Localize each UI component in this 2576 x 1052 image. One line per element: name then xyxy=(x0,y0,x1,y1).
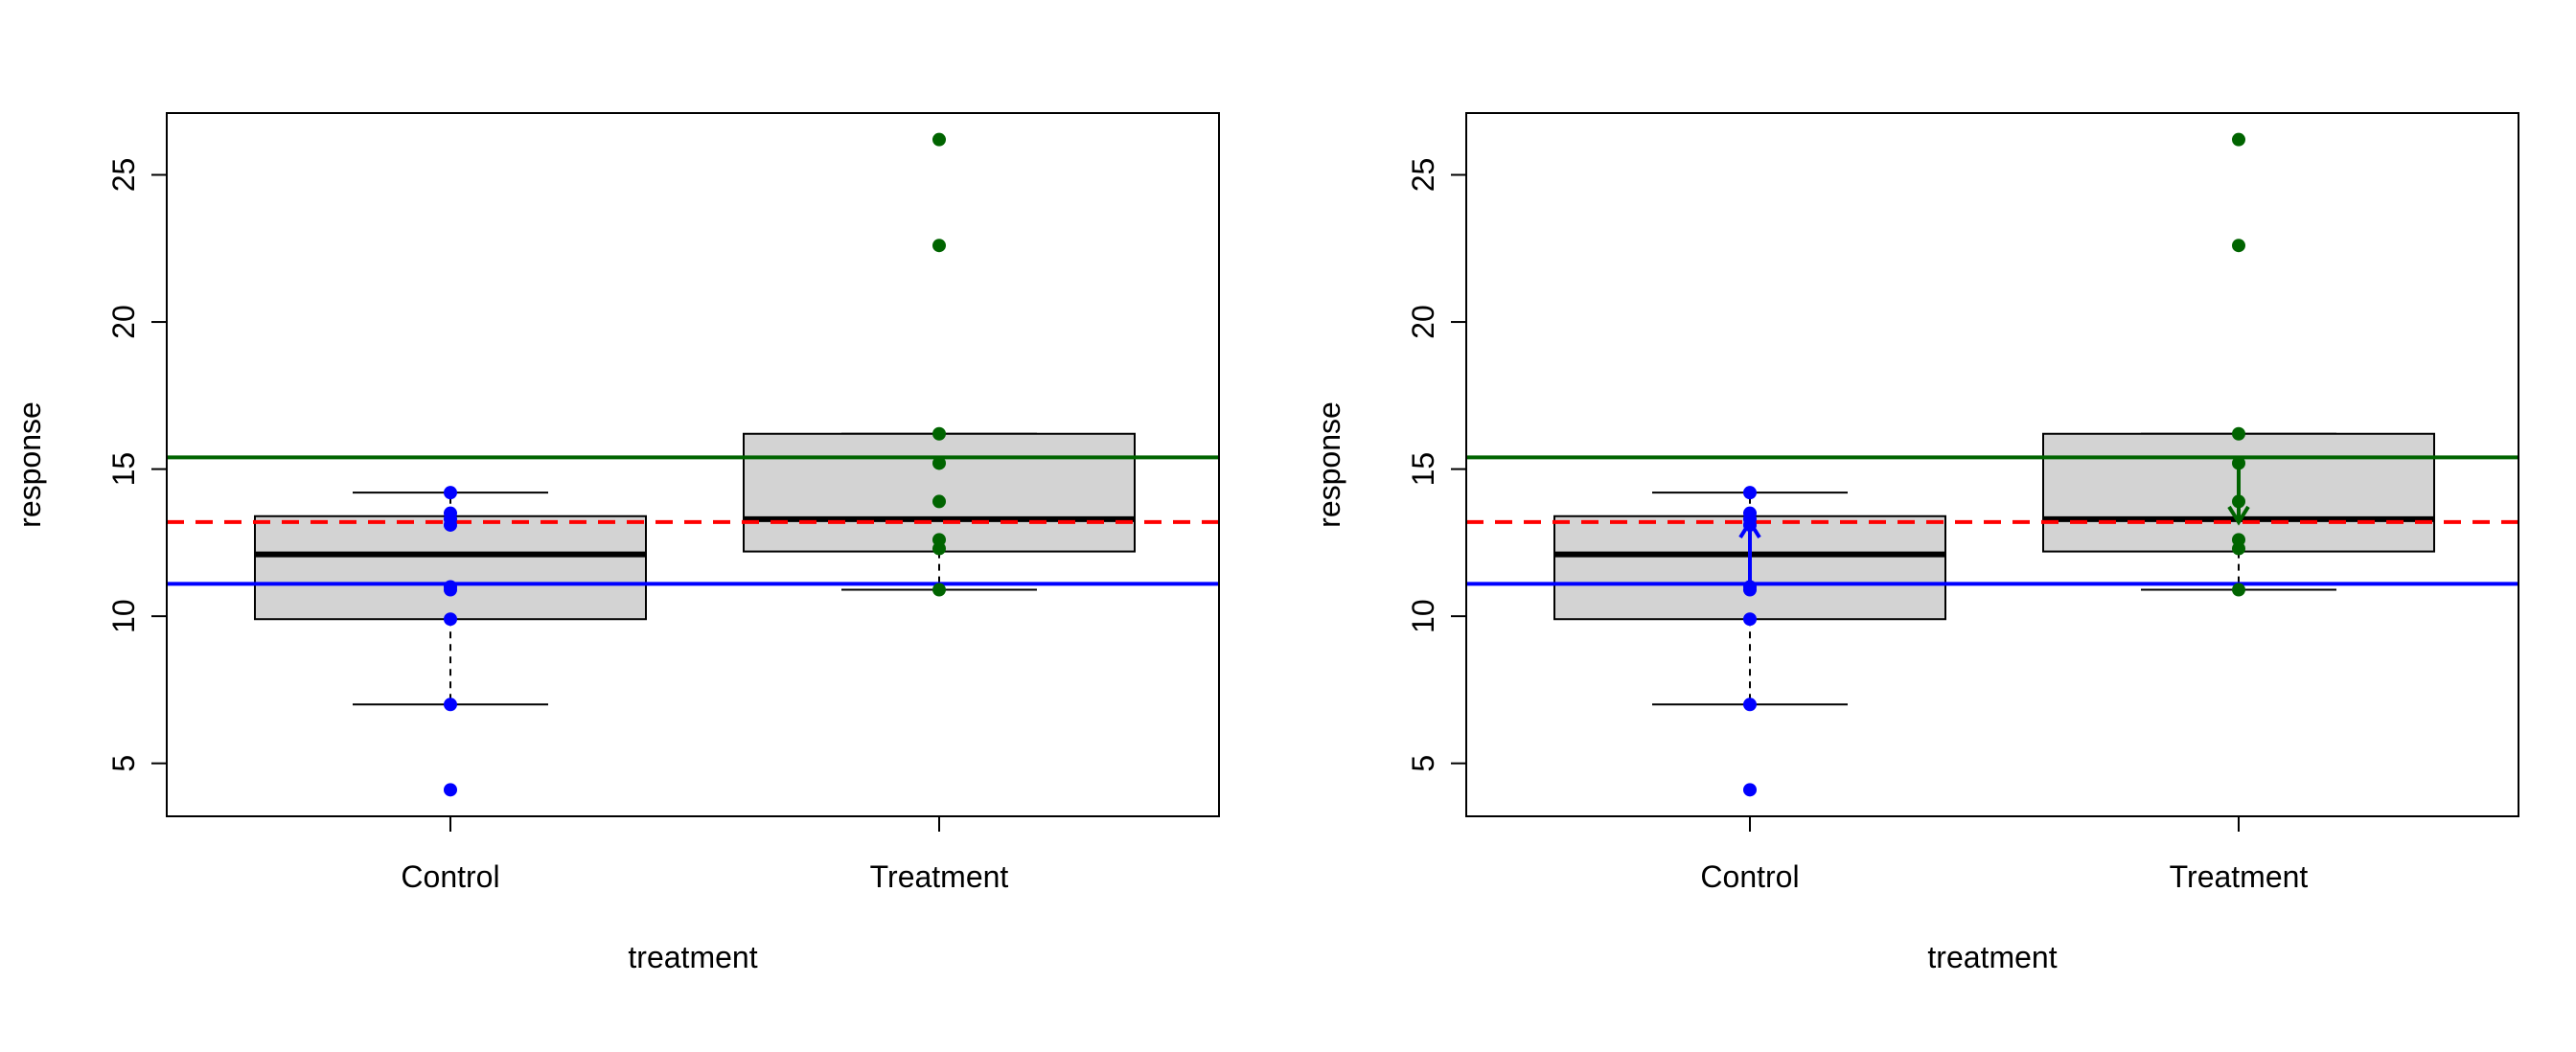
y-tick-label: 15 xyxy=(1406,452,1440,487)
point-treatment xyxy=(2232,426,2245,441)
y-tick-label: 10 xyxy=(1406,599,1440,633)
point-treatment xyxy=(2232,583,2245,597)
y-axis-title: response xyxy=(1312,401,1346,528)
x-axis-title: treatment xyxy=(1927,940,2057,974)
y-axis-title: response xyxy=(12,401,47,528)
point-treatment xyxy=(2232,533,2245,547)
point-control xyxy=(1743,486,1757,500)
x-tick-label-control: Control xyxy=(401,859,499,894)
point-control xyxy=(1743,698,1757,712)
point-treatment xyxy=(932,132,946,147)
y-tick-label: 25 xyxy=(1406,158,1440,193)
y-tick-label: 25 xyxy=(106,158,141,193)
point-control xyxy=(444,486,457,500)
point-control xyxy=(1743,612,1757,627)
box-treatment xyxy=(743,432,1136,553)
point-control xyxy=(444,580,457,594)
point-control xyxy=(444,506,457,520)
point-treatment xyxy=(932,456,946,470)
point-control xyxy=(444,612,457,627)
y-tick-label: 20 xyxy=(106,305,141,339)
point-treatment xyxy=(2232,132,2245,147)
boxplot-panel-right: 5 10 15 20 25 Control Treatment treatment respon… xyxy=(1312,112,2519,974)
point-treatment xyxy=(2232,239,2245,253)
point-treatment xyxy=(932,426,946,441)
x-axis-title: treatment xyxy=(628,940,757,974)
y-tick-label: 20 xyxy=(1406,305,1440,339)
point-control xyxy=(1743,783,1757,797)
point-control xyxy=(1743,580,1757,594)
x-tick-label-control: Control xyxy=(1700,859,1799,894)
y-tick-label: 15 xyxy=(106,452,141,487)
plot-frame xyxy=(166,112,1220,817)
y-tick-label: 10 xyxy=(106,599,141,633)
point-control xyxy=(444,783,457,797)
plot-frame xyxy=(1465,112,2519,817)
boxplot-panel-left: 5 10 15 20 25 Control Treatment treatment respon… xyxy=(12,112,1220,974)
point-treatment xyxy=(932,239,946,253)
box-control xyxy=(254,515,647,621)
point-treatment xyxy=(932,494,946,509)
x-tick-label-treatment: Treatment xyxy=(870,859,1009,894)
point-treatment xyxy=(932,583,946,597)
arrow-head-treatment xyxy=(2227,505,2250,526)
arrow-head-control xyxy=(1738,518,1761,538)
point-control xyxy=(444,698,457,712)
point-treatment xyxy=(932,533,946,547)
x-tick-label-treatment: Treatment xyxy=(2170,859,2309,894)
point-control xyxy=(1743,506,1757,520)
y-tick-label: 5 xyxy=(106,755,141,772)
y-tick-label: 5 xyxy=(1406,755,1440,772)
